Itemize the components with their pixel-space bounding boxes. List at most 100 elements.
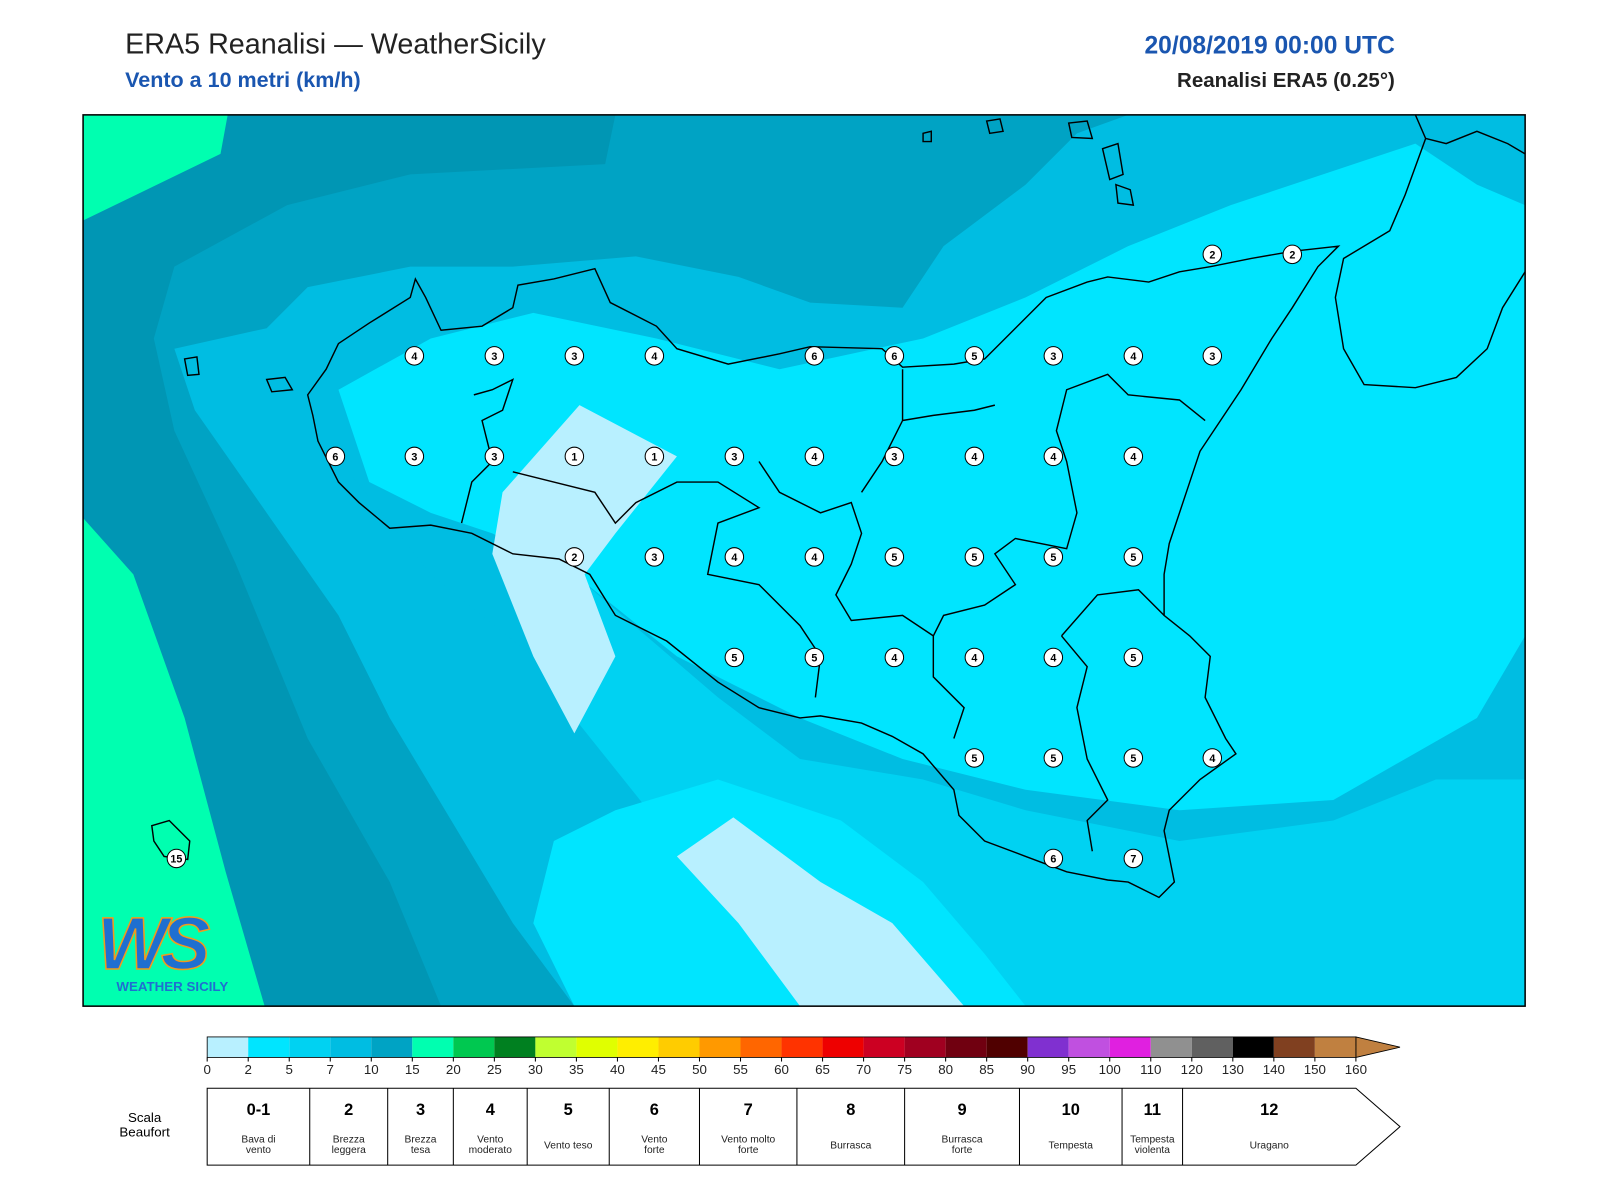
- colorbar-box: [494, 1036, 536, 1058]
- station-value: 5: [1130, 753, 1136, 765]
- station-marker: [804, 547, 825, 567]
- beaufort-description: moderato: [469, 1145, 513, 1156]
- beaufort-label: Beaufort: [119, 1124, 170, 1139]
- beaufort-description: Tempesta: [1049, 1141, 1094, 1152]
- province-border: [460, 369, 1206, 852]
- colorbar-tick-label: 70: [856, 1062, 871, 1077]
- station-marker: [1043, 848, 1064, 869]
- field: [83, 114, 1129, 1007]
- colorbar-tick-label: 5: [286, 1062, 293, 1077]
- station-value: 4: [1130, 452, 1136, 464]
- logo-mark: WS: [97, 902, 210, 985]
- station-marker: [964, 748, 985, 768]
- station-marker: [1202, 346, 1223, 366]
- colorbar-tick-label: 25: [487, 1062, 502, 1077]
- beaufort-force: 5: [564, 1101, 573, 1119]
- colorbar-tick-label: 55: [733, 1062, 748, 1077]
- station-marker: [724, 547, 745, 567]
- field: [533, 574, 1526, 1007]
- station-marker: [1043, 547, 1064, 567]
- colorbar-tick-label: 160: [1345, 1062, 1367, 1077]
- beaufort-description: Burrasca: [830, 1141, 871, 1152]
- station-value: 5: [891, 552, 897, 564]
- beaufort-description: Vento teso: [544, 1141, 593, 1152]
- station-marker: [484, 346, 505, 366]
- colorbar-tick-label: 130: [1222, 1062, 1244, 1077]
- source: Reanalisi ERA5 (0.25°): [1177, 69, 1395, 92]
- station-marker: [564, 346, 585, 366]
- station-value: 1: [651, 452, 657, 464]
- station-value: 3: [651, 552, 657, 564]
- map-frame: [82, 114, 1526, 1007]
- beaufort-frame: [206, 1087, 1401, 1166]
- station-marker: [404, 446, 425, 467]
- station-value: 3: [891, 452, 897, 464]
- beaufort-description: Bava di: [241, 1135, 275, 1146]
- station-value: 4: [971, 653, 977, 665]
- station-value: 5: [971, 552, 977, 564]
- station-marker: [564, 547, 585, 567]
- station-marker: [644, 346, 665, 366]
- colorbar-box: [1150, 1036, 1192, 1058]
- station-marker: [804, 647, 825, 668]
- beaufort-description: Vento molto: [721, 1135, 775, 1146]
- beaufort-label: Scala: [128, 1110, 162, 1125]
- colorbar-tick-label: 120: [1181, 1062, 1203, 1077]
- colorbar-box: [371, 1036, 413, 1058]
- beaufort-description: vento: [246, 1145, 271, 1156]
- station-value: 4: [1130, 351, 1136, 363]
- colorbar-tick-label: 10: [364, 1062, 379, 1077]
- station-marker: [325, 446, 346, 467]
- beaufort-description: Brezza: [405, 1135, 437, 1146]
- station-marker: [1043, 748, 1064, 768]
- station-value: 4: [1050, 653, 1056, 665]
- station-marker: [884, 346, 905, 366]
- station-marker: [1123, 547, 1144, 567]
- beaufort-force: 12: [1260, 1101, 1278, 1119]
- station-value: 5: [971, 351, 977, 363]
- field: [676, 817, 965, 1007]
- colorbar-tick-label: 50: [692, 1062, 707, 1077]
- station-value: 4: [731, 552, 737, 564]
- colorbar-box: [945, 1036, 987, 1058]
- station-marker: [884, 547, 905, 567]
- beaufort-force: 8: [846, 1101, 855, 1119]
- colorbar-box: [1232, 1036, 1274, 1058]
- colorbar-box: [740, 1036, 782, 1058]
- station-value: 3: [1050, 351, 1056, 363]
- colorbar-tick-label: 35: [569, 1062, 584, 1077]
- station-value: 2: [1289, 249, 1295, 261]
- beaufort-description: forte: [952, 1145, 973, 1156]
- station-marker: [1043, 446, 1064, 467]
- colorbar-tick-label: 45: [651, 1062, 666, 1077]
- station-value: 6: [332, 452, 338, 464]
- colorbar-box: [453, 1036, 495, 1058]
- station-marker: [964, 346, 985, 366]
- logo-name: WEATHER SICILY: [116, 979, 228, 994]
- station-value: 4: [411, 351, 417, 363]
- colorbar-box: [248, 1036, 290, 1058]
- colorbar-box: [1314, 1036, 1356, 1058]
- station-value: 4: [811, 452, 817, 464]
- station-value: 5: [811, 653, 817, 665]
- beaufort-force: 11: [1144, 1101, 1161, 1119]
- station-value: 6: [811, 351, 817, 363]
- beaufort-force: 10: [1062, 1101, 1080, 1119]
- colorbar-box: [699, 1036, 741, 1058]
- station-marker: [1202, 244, 1223, 265]
- station-value: 4: [651, 351, 657, 363]
- station-marker: [1043, 346, 1064, 366]
- title: ERA5 Reanalisi — WeatherSicily: [125, 28, 546, 60]
- beaufort-description: Vento: [641, 1135, 668, 1146]
- station-marker: [964, 446, 985, 467]
- station-marker: [964, 547, 985, 567]
- station-marker: [484, 446, 505, 467]
- colorbar-extend: [1355, 1036, 1401, 1058]
- station-value: 3: [731, 452, 737, 464]
- station-marker: [1202, 748, 1223, 768]
- beaufort-description: forte: [738, 1145, 759, 1156]
- colorbar-box: [412, 1036, 454, 1058]
- station-marker: [884, 446, 905, 467]
- station-marker: [1123, 446, 1144, 467]
